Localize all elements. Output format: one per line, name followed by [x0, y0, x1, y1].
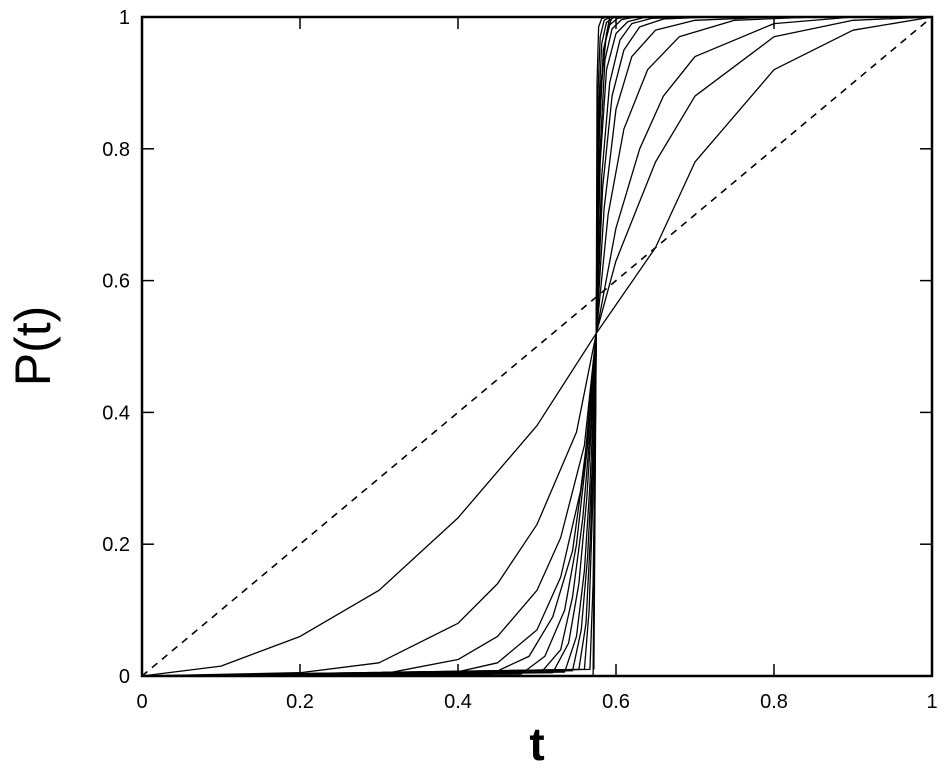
series-layer — [141, 16, 933, 677]
series-line-1 — [141, 16, 933, 677]
x-tick-label: 0.2 — [286, 691, 314, 713]
x-tick-label: 0 — [136, 691, 147, 713]
y-axis-ticks: 0 0.2 0.4 0.6 0.8 1 — [102, 7, 932, 688]
x-tick-label: 0.6 — [602, 691, 630, 713]
x-axis-title: t — [529, 718, 544, 770]
y-tick-label: 1 — [119, 7, 130, 29]
y-tick-label: 0 — [119, 666, 130, 688]
series-line-2 — [141, 16, 933, 677]
reference-diagonal-line — [141, 16, 933, 677]
y-tick-label: 0.8 — [102, 139, 130, 161]
x-tick-label: 0.4 — [444, 691, 472, 713]
series-line-7 — [141, 16, 932, 677]
y-tick-label: 0.2 — [102, 534, 130, 556]
x-axis-ticks: 0 0.2 0.4 0.6 0.8 1 — [136, 17, 938, 713]
plot-frame — [140, 15, 934, 678]
x-tick-label: 0.8 — [760, 691, 788, 713]
plot-area: 0 0.2 0.4 0.6 0.8 1 0 0.2 0.4 0.6 0.8 1 — [102, 7, 937, 713]
y-tick-label: 0.6 — [102, 271, 130, 293]
y-axis-title: P(t) — [5, 306, 61, 387]
series-line-5 — [141, 16, 932, 677]
x-tick-label: 1 — [926, 691, 937, 713]
series-line-15 — [593, 16, 611, 670]
y-tick-label: 0.4 — [102, 402, 130, 424]
